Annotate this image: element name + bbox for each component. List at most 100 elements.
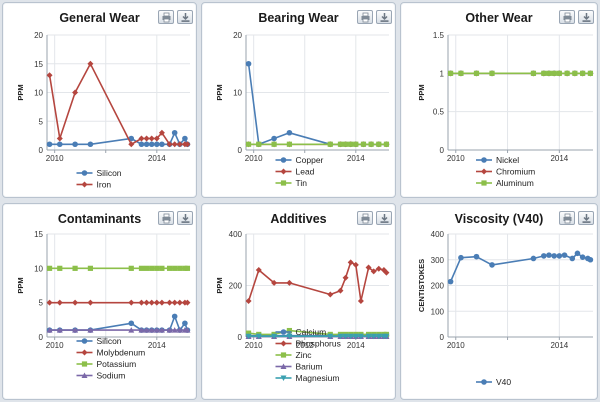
- data-point-aluminum[interactable]: [489, 70, 495, 76]
- data-point-magnesium[interactable]: [327, 333, 334, 340]
- data-point-molybdenum[interactable]: [143, 299, 150, 306]
- data-point-iron[interactable]: [128, 141, 135, 148]
- data-point-magnesium[interactable]: [286, 333, 293, 340]
- data-point-tin[interactable]: [327, 141, 333, 147]
- data-point-sodium[interactable]: [72, 327, 79, 333]
- legend-marker[interactable]: [280, 329, 287, 335]
- data-point-sodium[interactable]: [87, 327, 94, 333]
- print-button[interactable]: [357, 10, 373, 24]
- legend-marker[interactable]: [81, 372, 88, 379]
- print-button[interactable]: [559, 211, 575, 225]
- legend-marker[interactable]: [81, 361, 88, 367]
- data-point-tin[interactable]: [256, 141, 262, 147]
- data-point-phosphorus[interactable]: [370, 268, 377, 275]
- data-point-zinc[interactable]: [286, 327, 293, 334]
- legend-item-aluminum[interactable]: Aluminum: [476, 178, 534, 188]
- legend-marker[interactable]: [280, 157, 287, 163]
- data-point-copper[interactable]: [245, 60, 252, 67]
- data-point-v40[interactable]: [556, 253, 563, 259]
- download-button[interactable]: [578, 10, 594, 24]
- data-point-iron[interactable]: [184, 141, 191, 148]
- download-button[interactable]: [177, 211, 193, 225]
- data-point-potassium[interactable]: [46, 265, 53, 271]
- legend-item-tin[interactable]: Tin: [275, 178, 308, 188]
- data-point-aluminum[interactable]: [447, 70, 454, 76]
- data-point-v40[interactable]: [447, 278, 454, 285]
- data-point-iron[interactable]: [171, 141, 178, 148]
- data-point-iron[interactable]: [148, 135, 155, 142]
- data-point-potassium[interactable]: [184, 265, 191, 271]
- data-point-iron[interactable]: [158, 129, 165, 136]
- data-point-silicon[interactable]: [148, 141, 155, 148]
- data-point-potassium[interactable]: [177, 265, 183, 271]
- data-point-silicon[interactable]: [171, 129, 178, 136]
- legend-item-barium[interactable]: Barium: [275, 362, 323, 372]
- download-button[interactable]: [578, 211, 594, 225]
- data-point-v40[interactable]: [579, 254, 586, 260]
- data-point-sodium[interactable]: [184, 327, 191, 333]
- data-point-tin[interactable]: [368, 141, 374, 147]
- data-point-aluminum[interactable]: [530, 70, 537, 76]
- data-point-phosphorus[interactable]: [286, 279, 293, 286]
- legend-marker[interactable]: [481, 180, 487, 186]
- data-point-potassium[interactable]: [57, 265, 63, 271]
- data-point-potassium[interactable]: [149, 265, 155, 271]
- data-point-molybdenum[interactable]: [153, 299, 160, 306]
- data-point-iron[interactable]: [166, 141, 173, 148]
- data-point-v40[interactable]: [458, 254, 464, 261]
- data-point-molybdenum[interactable]: [171, 299, 178, 306]
- legend-marker[interactable]: [280, 168, 287, 175]
- legend-marker[interactable]: [81, 349, 88, 356]
- data-point-potassium[interactable]: [138, 265, 145, 271]
- legend-marker[interactable]: [280, 375, 287, 382]
- legend-marker[interactable]: [280, 340, 287, 347]
- legend-marker[interactable]: [481, 168, 487, 175]
- data-point-molybdenum[interactable]: [72, 299, 79, 306]
- data-point-iron[interactable]: [143, 135, 150, 142]
- data-point-tin[interactable]: [348, 141, 354, 147]
- data-point-iron[interactable]: [72, 89, 79, 96]
- data-point-tin[interactable]: [286, 141, 293, 147]
- legend-marker[interactable]: [81, 181, 88, 188]
- data-point-iron[interactable]: [138, 135, 145, 142]
- legend-item-calcium[interactable]: Calcium: [275, 327, 327, 337]
- legend-item-silicon[interactable]: Silicon: [76, 168, 122, 178]
- legend-marker[interactable]: [280, 363, 287, 370]
- data-point-magnesium[interactable]: [357, 333, 364, 340]
- data-point-magnesium[interactable]: [352, 333, 359, 340]
- data-point-magnesium[interactable]: [342, 333, 349, 340]
- data-point-v40[interactable]: [530, 255, 537, 262]
- legend-item-v40[interactable]: V40: [476, 377, 511, 387]
- data-point-v40[interactable]: [587, 256, 594, 263]
- data-point-aluminum[interactable]: [580, 70, 586, 76]
- data-point-v40[interactable]: [551, 253, 557, 259]
- data-point-phosphorus[interactable]: [375, 265, 382, 272]
- data-point-aluminum[interactable]: [541, 70, 547, 76]
- data-point-magnesium[interactable]: [255, 333, 262, 340]
- data-point-phosphorus[interactable]: [327, 291, 334, 298]
- data-point-molybdenum[interactable]: [148, 299, 155, 306]
- data-point-potassium[interactable]: [128, 265, 134, 271]
- data-point-aluminum[interactable]: [564, 70, 570, 76]
- data-point-iron[interactable]: [87, 60, 94, 67]
- data-point-silicon[interactable]: [46, 141, 53, 148]
- data-point-sodium[interactable]: [128, 327, 135, 333]
- data-point-aluminum[interactable]: [458, 70, 464, 76]
- data-point-sodium[interactable]: [143, 327, 150, 333]
- legend-item-iron[interactable]: Iron: [76, 180, 112, 190]
- data-point-aluminum[interactable]: [546, 70, 552, 76]
- data-point-zinc[interactable]: [245, 330, 252, 336]
- data-point-sodium[interactable]: [166, 327, 173, 333]
- data-point-sodium[interactable]: [138, 327, 145, 333]
- data-point-aluminum[interactable]: [556, 70, 562, 76]
- legend-marker[interactable]: [81, 338, 88, 344]
- data-point-tin[interactable]: [271, 141, 277, 147]
- data-point-silicon[interactable]: [182, 135, 188, 142]
- data-point-iron[interactable]: [56, 135, 63, 142]
- data-point-sodium[interactable]: [158, 327, 165, 333]
- print-button[interactable]: [158, 211, 174, 225]
- data-point-potassium[interactable]: [154, 265, 160, 271]
- data-point-sodium[interactable]: [46, 327, 53, 333]
- legend-marker[interactable]: [280, 180, 287, 186]
- data-point-aluminum[interactable]: [473, 70, 480, 76]
